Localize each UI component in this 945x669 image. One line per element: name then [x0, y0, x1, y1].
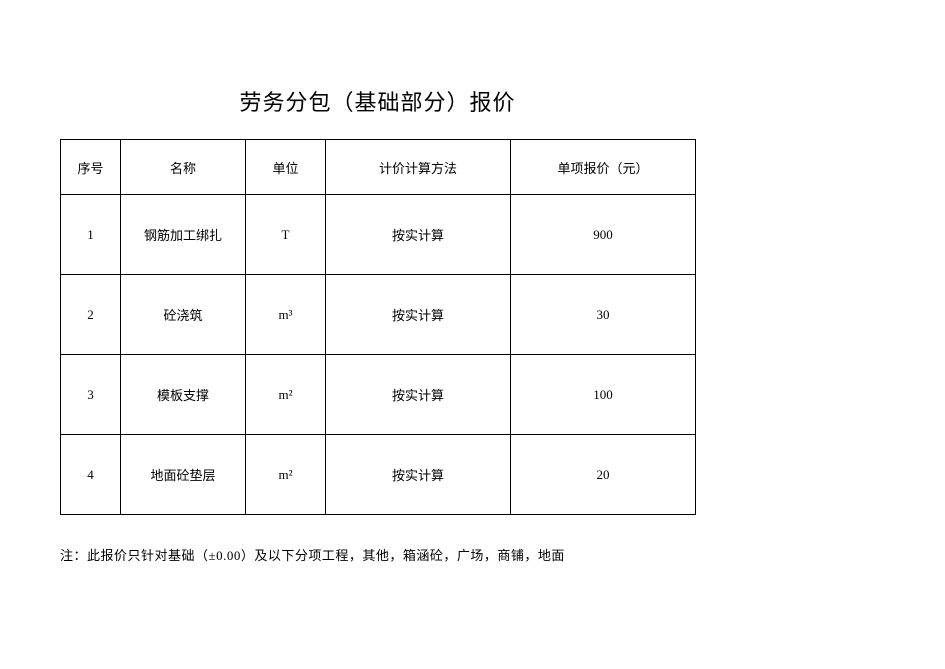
cell-name: 砼浇筑 — [121, 275, 246, 355]
cell-name: 地面砼垫层 — [121, 435, 246, 515]
table-row: 3 模板支撑 m² 按实计算 100 — [61, 355, 696, 435]
page-container: 劳务分包（基础部分）报价 序号 名称 单位 计价计算方法 单项报价（元） 1 钢… — [0, 0, 945, 564]
cell-unit: T — [246, 195, 326, 275]
cell-unit: m² — [246, 435, 326, 515]
cell-method: 按实计算 — [326, 275, 511, 355]
cell-seq: 1 — [61, 195, 121, 275]
document-title: 劳务分包（基础部分）报价 — [60, 85, 695, 117]
table-row: 1 钢筋加工绑扎 T 按实计算 900 — [61, 195, 696, 275]
cell-seq: 4 — [61, 435, 121, 515]
cell-method: 按实计算 — [326, 195, 511, 275]
cell-seq: 2 — [61, 275, 121, 355]
cell-price: 100 — [511, 355, 696, 435]
cell-unit: m³ — [246, 275, 326, 355]
cell-price: 30 — [511, 275, 696, 355]
cell-unit: m² — [246, 355, 326, 435]
cell-name: 钢筋加工绑扎 — [121, 195, 246, 275]
col-header-unit: 单位 — [246, 140, 326, 195]
table-row: 2 砼浇筑 m³ 按实计算 30 — [61, 275, 696, 355]
cell-method: 按实计算 — [326, 355, 511, 435]
quote-table: 序号 名称 单位 计价计算方法 单项报价（元） 1 钢筋加工绑扎 T 按实计算 … — [60, 139, 696, 515]
cell-seq: 3 — [61, 355, 121, 435]
table-row: 4 地面砼垫层 m² 按实计算 20 — [61, 435, 696, 515]
col-header-seq: 序号 — [61, 140, 121, 195]
cell-price: 20 — [511, 435, 696, 515]
cell-name: 模板支撑 — [121, 355, 246, 435]
footnote-text: 注：此报价只针对基础（±0.00）及以下分项工程，其他，箱涵砼，广场，商铺，地面 — [60, 545, 760, 564]
table-header-row: 序号 名称 单位 计价计算方法 单项报价（元） — [61, 140, 696, 195]
col-header-name: 名称 — [121, 140, 246, 195]
col-header-price: 单项报价（元） — [511, 140, 696, 195]
cell-price: 900 — [511, 195, 696, 275]
col-header-method: 计价计算方法 — [326, 140, 511, 195]
cell-method: 按实计算 — [326, 435, 511, 515]
